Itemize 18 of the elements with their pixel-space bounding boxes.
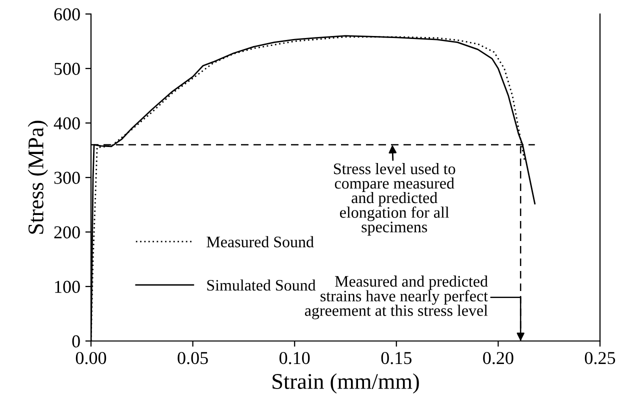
annotation: Stress level used to compare measured and predicted elongation for all specimens bbox=[334, 162, 456, 236]
y-tick-label: 200 bbox=[54, 226, 80, 238]
x-tick-label: 0.25 bbox=[584, 352, 616, 364]
y-tick-label: 500 bbox=[54, 62, 80, 75]
x-tick-label: 0.15 bbox=[381, 352, 412, 364]
y-tick-label: 100 bbox=[55, 280, 80, 293]
x-tick-label: 0.00 bbox=[76, 352, 106, 364]
legend-label: Measured Sound bbox=[206, 236, 314, 248]
y-tick-label: 600 bbox=[54, 8, 80, 20]
legend-label: Simulated Sound bbox=[207, 279, 316, 291]
y-tick-label: 400 bbox=[54, 117, 80, 130]
x-tick-label: 0.20 bbox=[483, 352, 514, 364]
x-tick-label: 0.05 bbox=[178, 352, 208, 364]
y-axis-title: Stress (MPa) bbox=[28, 120, 48, 234]
y-tick-label: 0 bbox=[72, 335, 80, 348]
x-tick-label: 0.10 bbox=[279, 352, 310, 364]
y-tick-label: 300 bbox=[54, 172, 80, 184]
x-axis-title: Strain (mm/mm) bbox=[272, 373, 419, 394]
